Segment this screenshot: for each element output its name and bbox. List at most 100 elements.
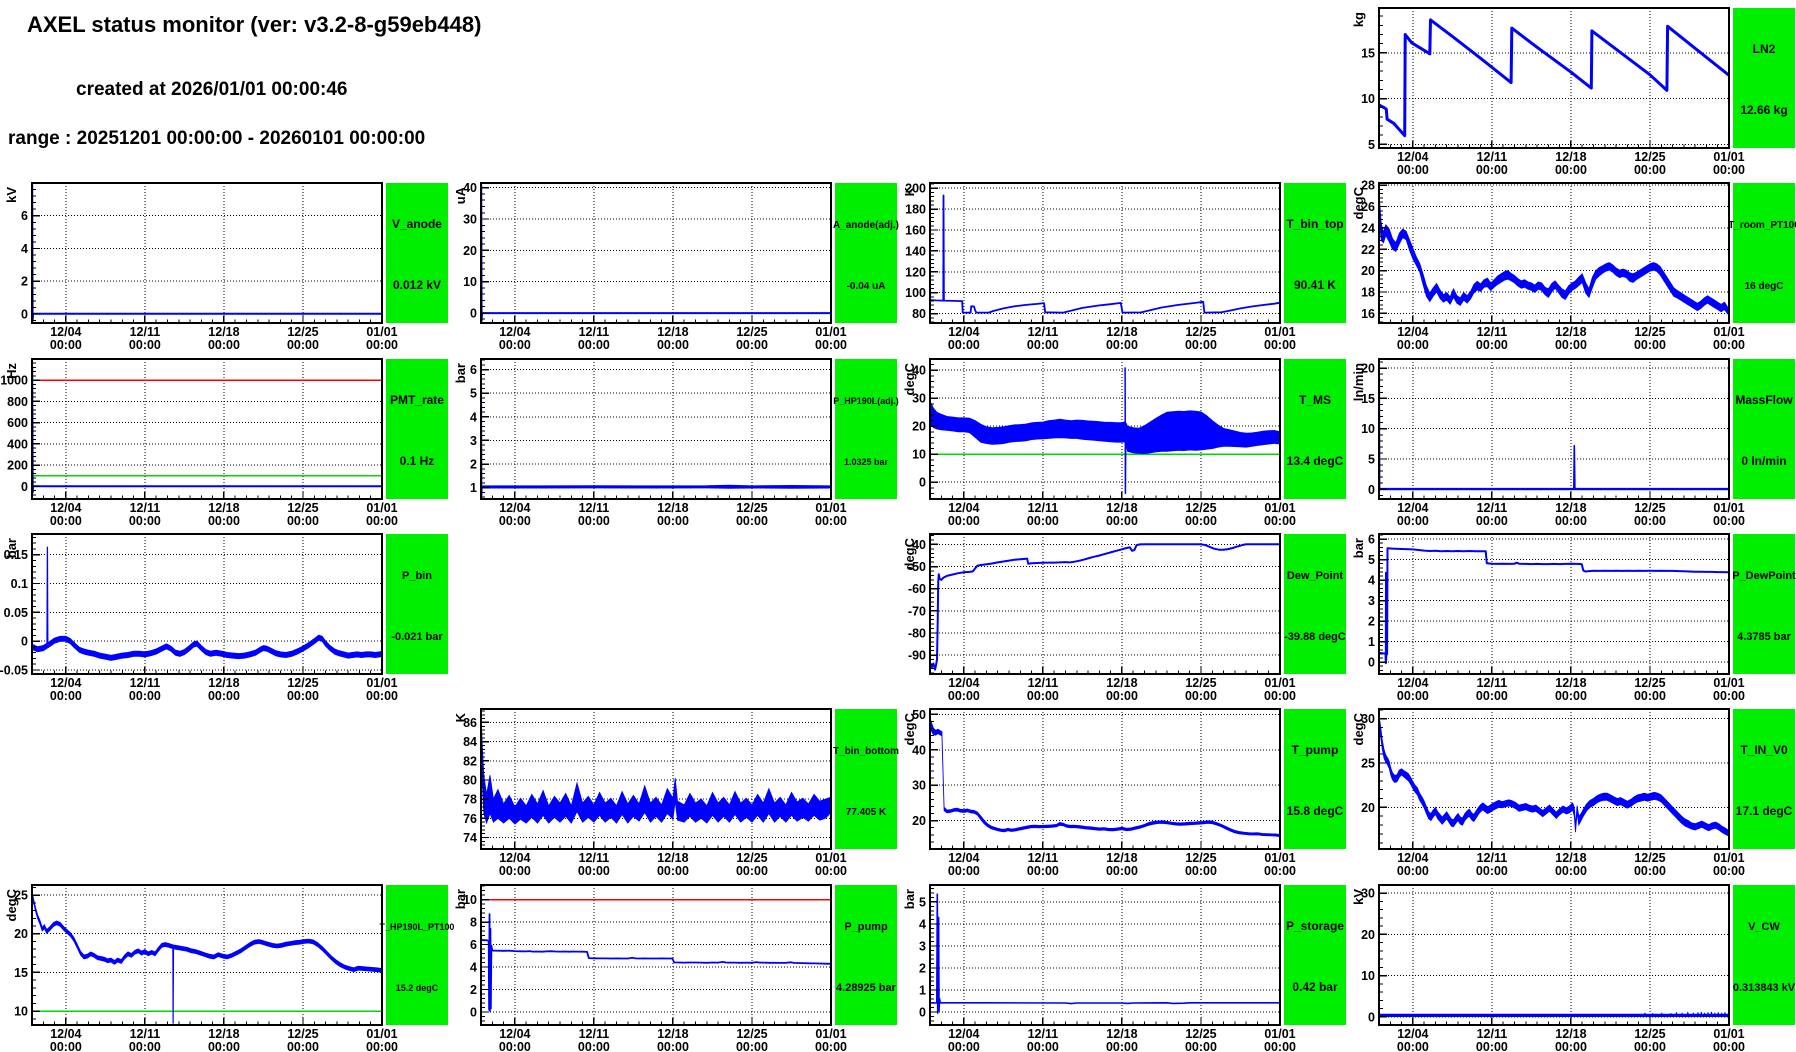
svg-text:00:00: 00:00 [1264, 338, 1296, 352]
svg-text:12/25: 12/25 [1185, 851, 1216, 865]
data-line [1643, 1011, 1729, 1016]
gridlines [930, 709, 1280, 850]
plot-area [1379, 361, 1729, 490]
chart-name-label: P_pump [844, 921, 888, 933]
svg-text:78: 78 [463, 793, 477, 807]
plot-frame [1378, 532, 1730, 675]
y-axis-unit-label: Hz [4, 362, 19, 378]
svg-text:12/04: 12/04 [1397, 150, 1428, 164]
svg-text:01/01: 01/01 [1264, 325, 1295, 339]
svg-text:00:00: 00:00 [1555, 864, 1587, 878]
chart-value-label: 4.3785 bar [1737, 631, 1791, 643]
chart-name-label: V_CW [1748, 921, 1780, 933]
chart-value-label: 13.4 degC [1287, 454, 1344, 468]
svg-text:00:00: 00:00 [815, 864, 847, 878]
svg-text:8: 8 [470, 915, 477, 929]
chart-name-label: PMT_rate [390, 393, 444, 407]
chart-value-label: 0 ln/min [1741, 454, 1786, 468]
plot-area [481, 898, 831, 1012]
svg-text:12/04: 12/04 [948, 501, 979, 515]
svg-text:12/04: 12/04 [948, 1027, 979, 1041]
svg-text:12/25: 12/25 [1185, 676, 1216, 690]
chart-name-label: T_MS [1299, 393, 1331, 407]
svg-text:20: 20 [14, 927, 28, 941]
chart-name-label: T_bin_bottom [833, 746, 899, 757]
svg-text:6: 6 [21, 210, 28, 224]
svg-text:00:00: 00:00 [287, 689, 319, 703]
x-axis-labels: 12/0400:0012/1100:0012/1800:0012/2500:00… [1397, 851, 1745, 878]
data-line [172, 947, 175, 1024]
svg-text:1: 1 [1368, 635, 1375, 649]
svg-text:00:00: 00:00 [50, 338, 82, 352]
svg-text:00:00: 00:00 [657, 864, 689, 878]
svg-text:00:00: 00:00 [736, 1040, 768, 1052]
svg-text:15: 15 [14, 966, 28, 980]
svg-text:30: 30 [463, 213, 477, 227]
plot-area [1379, 1011, 1729, 1017]
svg-text:10: 10 [14, 1004, 28, 1018]
chart-value-label: -0.021 bar [391, 631, 443, 643]
y-axis-labels: 0 10 20 30 [1361, 886, 1375, 1024]
svg-text:12/18: 12/18 [208, 1027, 239, 1041]
gridlines [481, 183, 831, 324]
svg-text:01/01: 01/01 [366, 501, 397, 515]
label-box [1732, 709, 1795, 850]
svg-text:12/25: 12/25 [1634, 325, 1665, 339]
chart-p_storage: 0 1 2 3 4 5 12/04 00:00 12/11 00:00 12/18 00:00 12/2… [898, 877, 1347, 1052]
svg-text:00:00: 00:00 [578, 514, 610, 528]
plot-frame [1378, 883, 1730, 1026]
data-line [930, 194, 1280, 314]
svg-text:12/18: 12/18 [1106, 676, 1137, 690]
svg-text:12/18: 12/18 [208, 325, 239, 339]
svg-text:01/01: 01/01 [366, 1027, 397, 1041]
svg-text:00:00: 00:00 [1397, 514, 1429, 528]
data-line [930, 543, 1280, 671]
svg-text:12/11: 12/11 [1477, 150, 1508, 164]
svg-text:800: 800 [7, 395, 28, 409]
chart-value-label: 12.66 kg [1740, 103, 1787, 117]
plot-area [481, 184, 831, 323]
svg-text:00:00: 00:00 [287, 1040, 319, 1052]
svg-text:26: 26 [1361, 200, 1375, 214]
svg-text:00:00: 00:00 [129, 1040, 161, 1052]
data-band [1379, 193, 1729, 317]
svg-text:3: 3 [470, 434, 477, 448]
svg-text:00:00: 00:00 [948, 1040, 980, 1052]
svg-text:12/18: 12/18 [1106, 851, 1137, 865]
y-axis-unit-label: kg [1351, 12, 1366, 27]
svg-text:0: 0 [21, 479, 28, 493]
svg-text:00:00: 00:00 [1476, 864, 1508, 878]
svg-text:01/01: 01/01 [366, 325, 397, 339]
chart-value-label: 90.41 K [1294, 278, 1336, 292]
svg-text:00:00: 00:00 [1634, 163, 1666, 177]
data-line [930, 893, 1280, 1014]
x-axis-labels: 12/0400:0012/1100:0012/1800:0012/2500:00… [499, 325, 847, 352]
svg-text:00:00: 00:00 [948, 514, 980, 528]
chart-name-label: P_bin [402, 570, 432, 582]
y-axis-unit-label: degC [1351, 187, 1366, 220]
gridlines [1379, 709, 1729, 850]
svg-text:10: 10 [1361, 92, 1375, 106]
svg-text:00:00: 00:00 [1713, 338, 1745, 352]
axis-ticks [930, 535, 1281, 674]
svg-text:00:00: 00:00 [1476, 163, 1508, 177]
y-axis-labels: 10 15 20 25 [14, 888, 28, 1018]
svg-text:12/18: 12/18 [1106, 325, 1137, 339]
svg-text:00:00: 00:00 [499, 864, 531, 878]
svg-text:-90: -90 [908, 649, 926, 663]
chart-pmt_rate: 0 200 400 600 800 1000 12/04 00:00 12/11 00:00 12/… [0, 351, 449, 528]
x-axis-labels: 12/0400:0012/1100:0012/1800:0012/2500:00… [948, 851, 1296, 878]
svg-text:00:00: 00:00 [657, 1040, 689, 1052]
svg-text:00:00: 00:00 [50, 514, 82, 528]
axis-ticks [1379, 892, 1730, 1026]
chart-p_pump: 0 2 4 6 8 10 12/04 00:00 12/11 00:00 12/18 00:00 12/… [449, 877, 898, 1052]
plot-area [930, 194, 1280, 314]
y-axis-labels: -0.05 0 0.05 0.1 0.15 [0, 548, 28, 677]
svg-text:12/18: 12/18 [1555, 325, 1586, 339]
svg-text:12/11: 12/11 [579, 1027, 610, 1041]
gridlines [481, 358, 831, 499]
svg-text:00:00: 00:00 [1264, 1040, 1296, 1052]
svg-text:00:00: 00:00 [50, 689, 82, 703]
plot-area [481, 359, 831, 498]
